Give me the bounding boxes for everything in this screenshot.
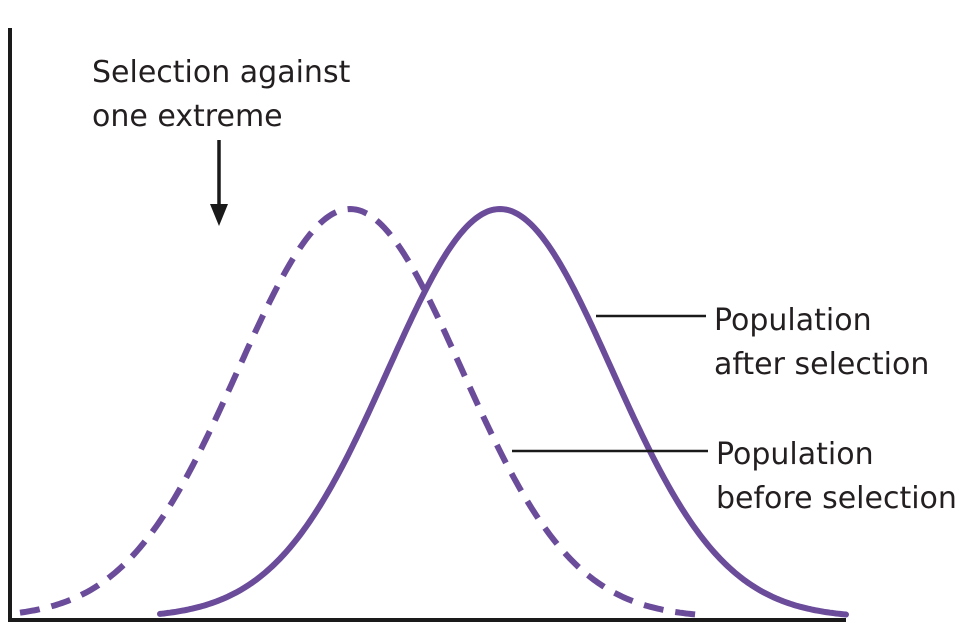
before-label-line-1: Population	[716, 437, 874, 472]
selection-annotation: Selection against one extreme	[92, 55, 351, 226]
after-label-line-1: Population	[714, 303, 872, 338]
annotation-line-2: one extreme	[92, 99, 283, 134]
before-selection-label: Population before selection	[512, 437, 957, 516]
population-after-curve	[157, 205, 849, 618]
population-before-curve	[19, 205, 697, 618]
annotation-line-1: Selection against	[92, 55, 351, 90]
after-label-line-2: after selection	[714, 347, 929, 382]
down-arrow-icon	[210, 204, 228, 226]
axes	[8, 28, 846, 622]
after-selection-label: Population after selection	[596, 303, 929, 382]
before-label-line-2: before selection	[716, 481, 957, 516]
